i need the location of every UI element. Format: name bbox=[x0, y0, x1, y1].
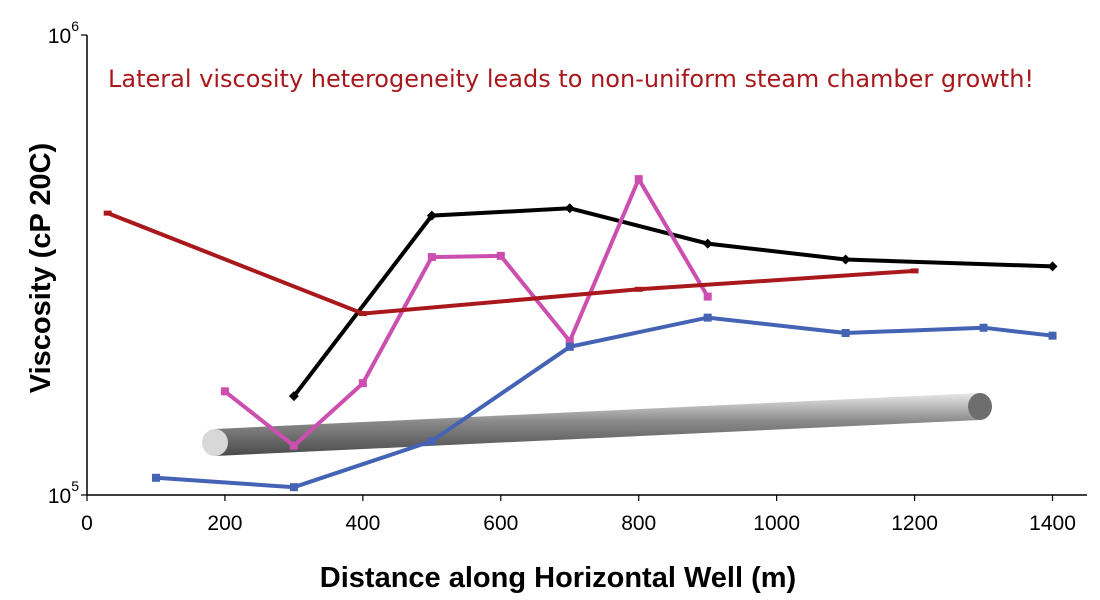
data-point bbox=[910, 268, 919, 274]
data-point bbox=[634, 175, 643, 184]
data-point bbox=[289, 441, 298, 450]
data-point bbox=[702, 238, 713, 249]
data-point bbox=[496, 251, 505, 260]
data-point bbox=[565, 342, 574, 351]
data-point bbox=[979, 323, 988, 332]
series-4 bbox=[151, 313, 1057, 492]
x-tick-label: 1400 bbox=[1029, 512, 1076, 535]
data-point bbox=[564, 203, 575, 214]
x-tick-label: 1000 bbox=[753, 512, 800, 535]
y-ticks: 105 106 bbox=[48, 18, 87, 508]
data-point bbox=[426, 210, 437, 221]
data-point bbox=[427, 253, 436, 262]
x-tick-label: 600 bbox=[483, 512, 518, 535]
series-3 bbox=[103, 210, 919, 317]
data-point bbox=[634, 286, 643, 292]
data-point bbox=[1048, 331, 1057, 340]
series-2 bbox=[220, 174, 712, 450]
data-point bbox=[703, 313, 712, 322]
x-tick-label: 400 bbox=[345, 512, 380, 535]
data-point bbox=[840, 254, 851, 265]
y-tick-label: 105 bbox=[48, 478, 79, 508]
data-point bbox=[1047, 261, 1058, 272]
data-point bbox=[703, 292, 712, 301]
x-ticks: 0 200 400 600 800 1000 1200 1400 bbox=[81, 495, 1076, 535]
data-point bbox=[151, 473, 160, 482]
data-point bbox=[841, 328, 850, 337]
data-point bbox=[358, 379, 367, 388]
series-line bbox=[155, 315, 1053, 490]
data-point bbox=[565, 337, 574, 346]
data-point bbox=[220, 387, 229, 396]
x-tick-label: 800 bbox=[621, 512, 656, 535]
series-line bbox=[106, 211, 915, 316]
series-line bbox=[223, 174, 710, 449]
x-tick-label: 200 bbox=[207, 512, 242, 535]
data-point bbox=[289, 483, 298, 492]
data-point bbox=[358, 311, 367, 317]
x-axis-title: Distance along Horizontal Well (m) bbox=[320, 562, 796, 594]
y-tick-label: 106 bbox=[48, 18, 79, 48]
x-tick-label: 0 bbox=[81, 512, 93, 535]
data-point bbox=[288, 391, 299, 402]
series-line bbox=[292, 206, 1053, 398]
horizontal-well-pipe bbox=[202, 393, 992, 456]
y-axis-title: Viscosity (cP 20C) bbox=[25, 143, 57, 393]
x-tick-label: 1200 bbox=[891, 512, 938, 535]
series-layer bbox=[103, 174, 1058, 492]
axes bbox=[86, 35, 1087, 496]
chart-annotation: Lateral viscosity heterogeneity leads to… bbox=[108, 65, 1034, 93]
data-point bbox=[103, 210, 112, 216]
data-point bbox=[427, 437, 436, 446]
series-1 bbox=[288, 203, 1058, 402]
